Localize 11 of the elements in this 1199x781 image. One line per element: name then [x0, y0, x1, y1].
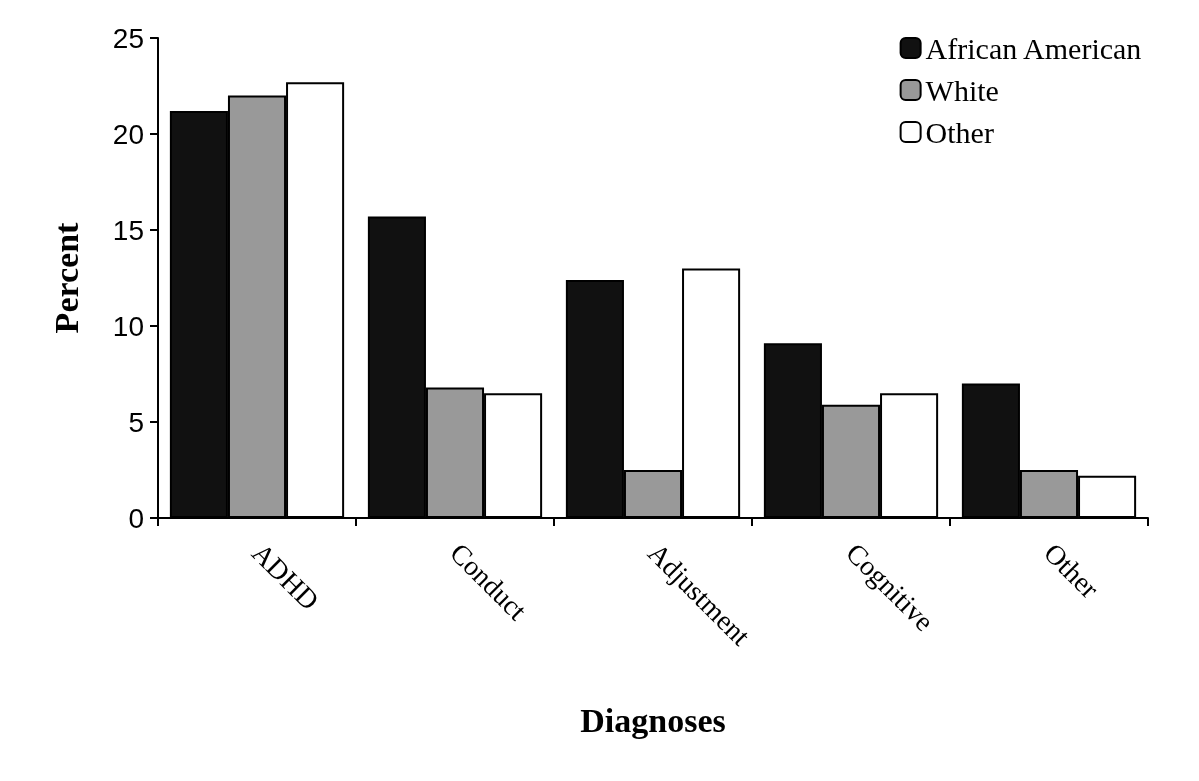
y-tick-label: 15 [112, 214, 144, 246]
y-tick-label: 5 [128, 406, 144, 438]
y-tick-label: 25 [112, 22, 144, 54]
legend-label: White [925, 73, 999, 107]
x-axis-title: Diagnoses [580, 701, 726, 739]
y-tick-label: 0 [128, 502, 144, 534]
y-tick-label: 10 [112, 310, 144, 342]
legend-label: African American [925, 31, 1142, 65]
y-axis-title: Percent [47, 221, 85, 334]
y-tick-label: 20 [112, 118, 144, 150]
legend-label: Other [925, 115, 994, 149]
